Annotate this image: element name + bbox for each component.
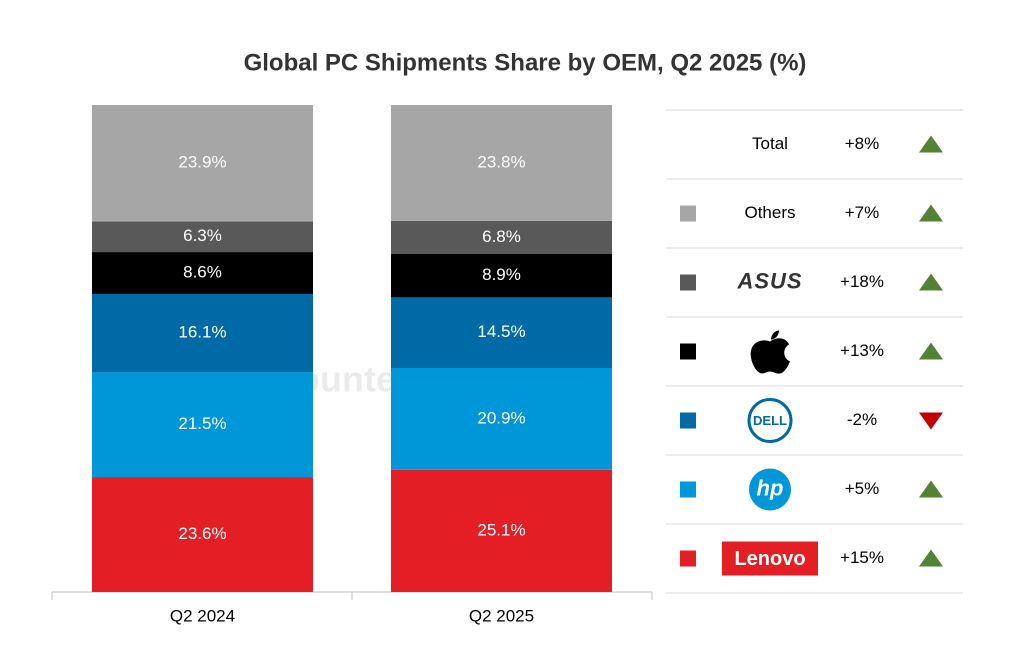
data-label: 23.9% <box>178 153 226 172</box>
x-tick-label: Q2 2024 <box>170 606 235 625</box>
legend-label: Others <box>744 203 795 222</box>
bar-segment <box>92 372 313 478</box>
data-label: 16.1% <box>178 323 226 342</box>
total-change: +8% <box>845 134 880 153</box>
trend-arrow <box>919 342 943 360</box>
bar-segment <box>391 367 612 470</box>
trend-arrow <box>919 549 943 567</box>
bar-segment <box>92 105 313 222</box>
bar-segment <box>391 469 612 592</box>
data-label: 21.5% <box>178 414 226 433</box>
trend-arrow <box>919 135 943 153</box>
legend-change: +13% <box>840 341 884 360</box>
bar-segment <box>92 477 313 592</box>
trend-arrow <box>919 480 943 498</box>
brand-logo <box>747 398 793 443</box>
bar-segment <box>92 221 313 253</box>
legend-change: +18% <box>840 272 884 291</box>
data-label: 6.8% <box>482 227 521 246</box>
data-label: 6.3% <box>183 226 222 245</box>
legend-label: DELL <box>753 413 787 428</box>
brand-logo <box>749 468 791 511</box>
legend-change: +7% <box>845 203 880 222</box>
trend-arrow <box>919 204 943 222</box>
legend-change: +5% <box>845 479 880 498</box>
legend-change: +15% <box>840 548 884 567</box>
data-label: 23.8% <box>477 152 525 171</box>
data-label: 20.9% <box>477 408 525 427</box>
bar-segment <box>92 293 313 373</box>
data-label: 25.1% <box>477 520 525 539</box>
bar-segment <box>391 105 612 221</box>
data-label: 8.9% <box>482 265 521 284</box>
legend-swatch <box>680 412 696 429</box>
legend-label: Lenovo <box>734 548 805 570</box>
bar-segment <box>391 220 612 255</box>
data-label: 8.6% <box>183 262 222 281</box>
data-label: 14.5% <box>477 322 525 341</box>
brand-logo <box>750 330 790 374</box>
legend-change: -2% <box>847 410 877 429</box>
legend-swatch <box>680 205 696 222</box>
x-tick-label: Q2 2025 <box>469 606 534 625</box>
brand-logo <box>722 541 818 576</box>
legend-swatch <box>680 481 696 498</box>
legend-swatch <box>680 550 696 567</box>
bar-segment <box>92 252 313 294</box>
bar-segment <box>391 254 612 298</box>
trend-arrow <box>919 412 943 430</box>
total-label: Total <box>752 134 788 153</box>
legend-swatch <box>680 343 696 360</box>
bar-segment <box>391 297 612 368</box>
legend-label: hp <box>757 475 784 500</box>
chart-title: Global PC Shipments Share by OEM, Q2 202… <box>244 49 807 76</box>
trend-arrow <box>919 273 943 291</box>
legend-swatch <box>680 274 696 291</box>
legend-label: ASUS <box>736 268 802 293</box>
data-label: 23.6% <box>178 524 226 543</box>
